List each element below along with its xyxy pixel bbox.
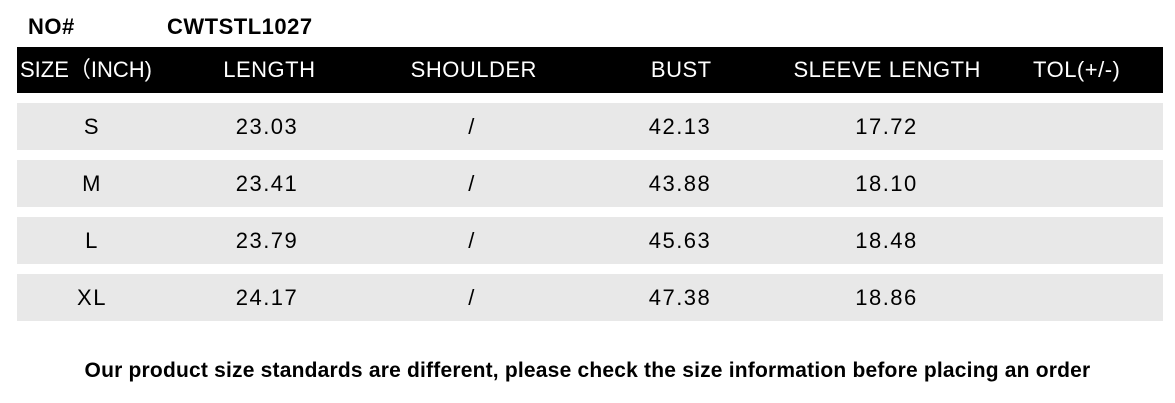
header-cell-shoulder: SHOULDER (410, 57, 537, 82)
cell-size: XL (77, 285, 107, 310)
cell-length: 23.79 (235, 228, 299, 253)
cell-shoulder: / (468, 171, 476, 196)
cell-tol (990, 274, 1163, 321)
cell-sleeve-length: 18.48 (855, 228, 918, 253)
size-table: SIZE（INCH) LENGTH SHOULDER BUST SLEEVE L… (17, 47, 1163, 321)
cell-bust: 47.38 (648, 285, 712, 310)
header-cell-size-inch: SIZE（INCH) (20, 57, 153, 82)
size-row-xl: XL 24.17 / 47.38 18.86 (17, 274, 1163, 321)
cell-sleeve-length: 18.10 (855, 171, 918, 196)
size-row-m: M 23.41 / 43.88 18.10 (17, 160, 1163, 207)
cell-shoulder: / (468, 285, 476, 310)
size-row-s: S 23.03 / 42.13 17.72 (17, 103, 1163, 150)
product-code: CWTSTL1027 (167, 14, 313, 39)
cell-length: 24.17 (235, 285, 299, 310)
cell-bust: 42.13 (648, 114, 712, 139)
cell-size: S (83, 114, 101, 139)
cell-bust: 43.88 (648, 171, 712, 196)
cell-tol (990, 217, 1163, 264)
header-cell-tol: TOL(+/-) (1033, 57, 1121, 82)
size-note: Our product size standards are different… (84, 359, 1091, 382)
product-number-row: NO# CWTSTL1027 (0, 0, 1175, 47)
cell-size: L (85, 228, 99, 253)
cell-bust: 45.63 (648, 228, 712, 253)
cell-tol (990, 103, 1163, 150)
header-cell-length: LENGTH (223, 57, 316, 82)
header-cell-sleeve-length: SLEEVE LENGTH (793, 57, 981, 82)
size-row-l: L 23.79 / 45.63 18.48 (17, 217, 1163, 264)
cell-shoulder: / (468, 228, 476, 253)
cell-sleeve-length: 17.72 (855, 114, 918, 139)
cell-shoulder: / (468, 114, 476, 139)
no-label: NO# (28, 14, 75, 39)
header-cell-bust: BUST (650, 57, 712, 82)
cell-size: M (82, 171, 102, 196)
cell-length: 23.03 (235, 114, 299, 139)
cell-sleeve-length: 18.86 (855, 285, 918, 310)
size-table-header: SIZE（INCH) LENGTH SHOULDER BUST SLEEVE L… (17, 47, 1163, 93)
cell-length: 23.41 (235, 171, 299, 196)
cell-tol (990, 160, 1163, 207)
